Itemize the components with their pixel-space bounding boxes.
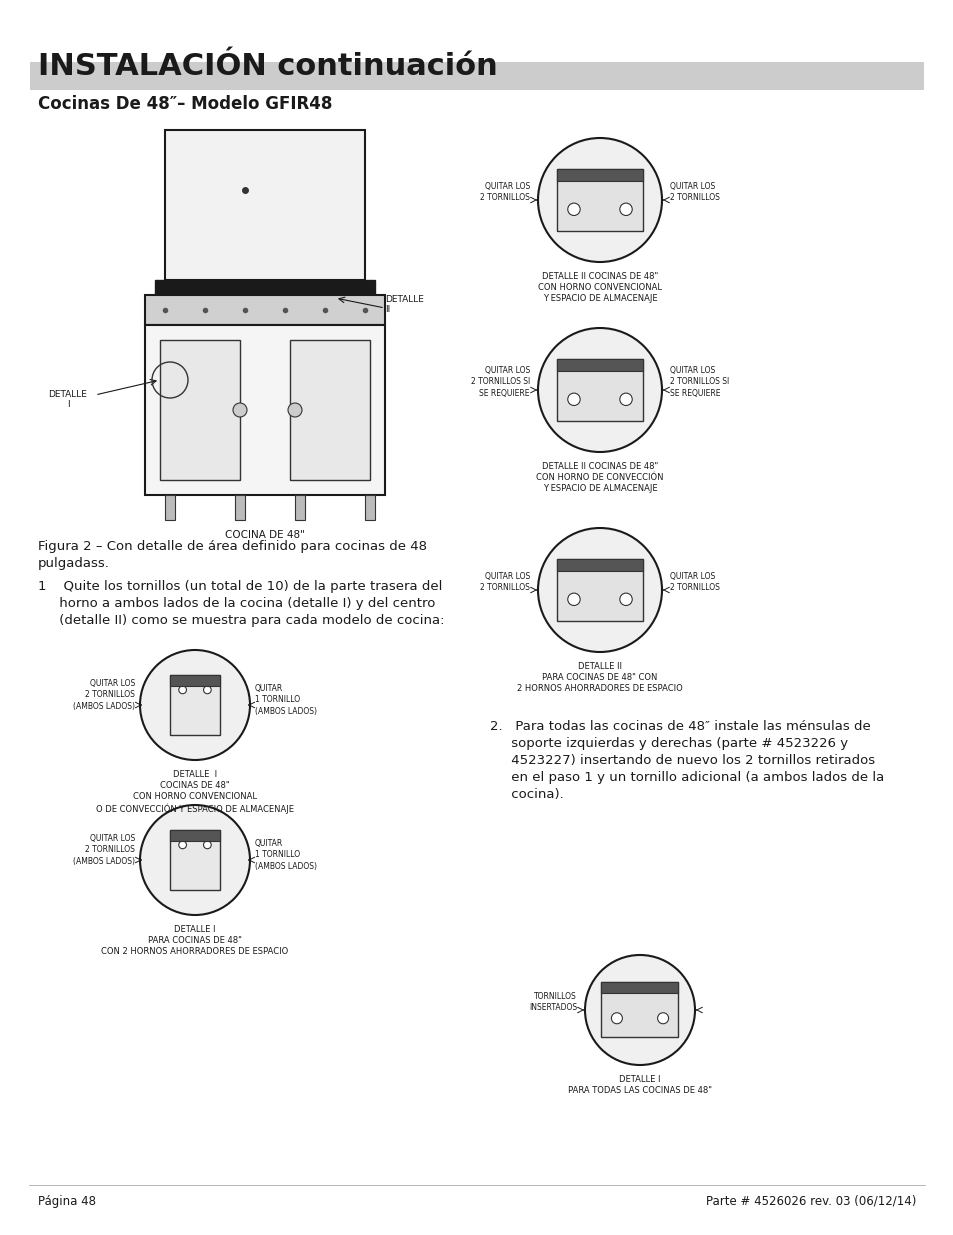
Bar (154, 280, 375, 295)
Bar (145, 325, 385, 495)
Circle shape (140, 805, 250, 915)
Text: QUITAR
1 TORNILLO
(AMBOS LADOS): QUITAR 1 TORNILLO (AMBOS LADOS) (254, 684, 316, 715)
Circle shape (178, 841, 186, 848)
Bar (365, 495, 375, 520)
Text: Cocinas De 48″– Modelo GFIR48: Cocinas De 48″– Modelo GFIR48 (38, 95, 332, 112)
Bar (556, 359, 642, 372)
Bar (294, 495, 305, 520)
Circle shape (203, 841, 211, 848)
Circle shape (288, 403, 302, 417)
Bar (170, 830, 219, 890)
Text: QUITAR LOS
2 TORNILLOS: QUITAR LOS 2 TORNILLOS (669, 572, 720, 592)
Text: QUITAR LOS
2 TORNILLOS SI
SE REQUIERE: QUITAR LOS 2 TORNILLOS SI SE REQUIERE (669, 367, 728, 398)
Text: QUITAR LOS
2 TORNILLOS
(AMBOS LADOS): QUITAR LOS 2 TORNILLOS (AMBOS LADOS) (73, 679, 135, 710)
Bar (601, 983, 678, 993)
Circle shape (203, 685, 211, 694)
Text: DETALLE  I
COCINAS DE 48"
CON HORNO CONVENCIONAL
O DE CONVECCIÓN Y ESPACIO DE AL: DETALLE I COCINAS DE 48" CON HORNO CONVE… (96, 769, 294, 814)
Text: DETALLE
I: DETALLE I (49, 390, 88, 409)
Text: DETALLE I
PARA TODAS LAS COCINAS DE 48": DETALLE I PARA TODAS LAS COCINAS DE 48" (567, 1074, 711, 1095)
Text: QUITAR LOS
2 TORNILLOS
(AMBOS LADOS): QUITAR LOS 2 TORNILLOS (AMBOS LADOS) (73, 835, 135, 866)
Text: 1    Quite los tornillos (un total de 10) de la parte trasera del
     horno a a: 1 Quite los tornillos (un total de 10) d… (38, 580, 444, 627)
Circle shape (567, 203, 579, 215)
Circle shape (567, 593, 579, 605)
Bar (170, 674, 219, 685)
Text: Página 48: Página 48 (38, 1195, 96, 1208)
Text: QUITAR LOS
2 TORNILLOS SI
SE REQUIERE: QUITAR LOS 2 TORNILLOS SI SE REQUIERE (470, 367, 530, 398)
Bar (165, 495, 174, 520)
Bar (234, 495, 245, 520)
Bar (601, 983, 678, 1037)
Bar (556, 359, 642, 421)
Bar (170, 830, 219, 841)
Circle shape (140, 650, 250, 760)
Text: INSTALACIÓN continuación: INSTALACIÓN continuación (38, 52, 497, 82)
Text: DETALLE II COCINAS DE 48"
CON HORNO DE CONVECCIÓN
Y ESPACIO DE ALMACENAJE: DETALLE II COCINAS DE 48" CON HORNO DE C… (536, 462, 663, 493)
Circle shape (584, 955, 695, 1065)
Text: DETALLE
II: DETALLE II (385, 295, 423, 315)
Text: QUITAR LOS
2 TORNILLOS: QUITAR LOS 2 TORNILLOS (479, 182, 530, 203)
Text: DETALLE II COCINAS DE 48"
CON HORNO CONVENCIONAL
Y ESPACIO DE ALMACENAJE: DETALLE II COCINAS DE 48" CON HORNO CONV… (537, 272, 661, 304)
Text: DETALLE II
PARA COCINAS DE 48" CON
2 HORNOS AHORRADORES DE ESPACIO: DETALLE II PARA COCINAS DE 48" CON 2 HOR… (517, 662, 682, 693)
Text: QUITAR LOS
2 TORNILLOS: QUITAR LOS 2 TORNILLOS (669, 182, 720, 203)
FancyBboxPatch shape (30, 62, 923, 90)
Bar (556, 559, 642, 621)
Circle shape (178, 685, 186, 694)
Bar (160, 340, 240, 480)
Circle shape (537, 329, 661, 452)
Text: DETALLE I
PARA COCINAS DE 48"
CON 2 HORNOS AHORRADORES DE ESPACIO: DETALLE I PARA COCINAS DE 48" CON 2 HORN… (101, 925, 289, 956)
Bar (165, 130, 365, 280)
Bar (556, 169, 642, 182)
Text: Figura 2 – Con detalle de área definido para cocinas de 48
pulgadass.: Figura 2 – Con detalle de área definido … (38, 540, 427, 571)
Circle shape (619, 393, 632, 405)
Circle shape (619, 593, 632, 605)
Circle shape (619, 203, 632, 215)
Text: 2.   Para todas las cocinas de 48″ instale las ménsulas de
     soporte izquierd: 2. Para todas las cocinas de 48″ instale… (490, 720, 883, 802)
Bar (556, 169, 642, 231)
Text: QUITAR LOS
2 TORNILLOS: QUITAR LOS 2 TORNILLOS (479, 572, 530, 592)
Text: QUITAR
1 TORNILLO
(AMBOS LADOS): QUITAR 1 TORNILLO (AMBOS LADOS) (254, 840, 316, 871)
Circle shape (657, 1013, 668, 1024)
Bar (170, 674, 219, 735)
Circle shape (537, 529, 661, 652)
Text: Parte # 4526026 rev. 03 (06/12/14): Parte # 4526026 rev. 03 (06/12/14) (705, 1195, 915, 1208)
Bar (145, 295, 385, 325)
Circle shape (233, 403, 247, 417)
Circle shape (537, 138, 661, 262)
Circle shape (611, 1013, 621, 1024)
Text: TORNILLOS
INSERTADOS: TORNILLOS INSERTADOS (528, 992, 577, 1011)
Circle shape (567, 393, 579, 405)
Bar (556, 559, 642, 572)
Bar (290, 340, 370, 480)
Text: COCINA DE 48": COCINA DE 48" (225, 530, 305, 540)
